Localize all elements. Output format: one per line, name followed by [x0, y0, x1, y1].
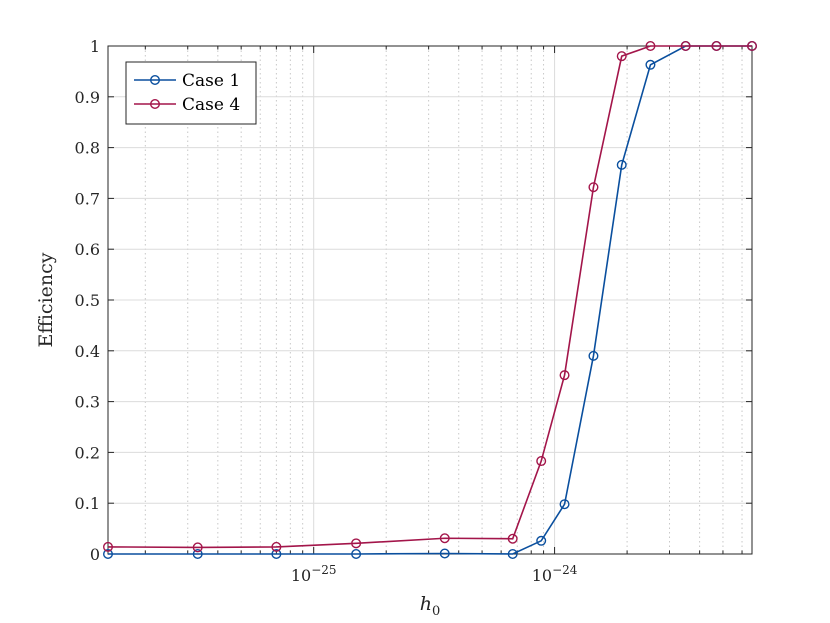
series-1-marker — [192, 549, 203, 560]
series-1-marker — [559, 499, 570, 510]
series-2-marker — [507, 533, 518, 544]
x-tick-label-exponent: −24 — [552, 563, 578, 577]
legend-box — [125, 61, 257, 125]
series-2-marker — [192, 542, 203, 553]
series-1-marker — [351, 549, 362, 560]
series-line-1 — [108, 45, 752, 555]
y-tick-label: 0.1 — [75, 494, 100, 513]
series-2-marker — [711, 41, 722, 52]
series-line-2 — [107, 45, 752, 549]
series-2-marker — [102, 541, 113, 552]
series-1-marker — [102, 549, 113, 560]
x-tick-label-base: 10 — [532, 566, 552, 585]
y-tick-label: 1 — [90, 37, 100, 56]
y-tick-label: 0.8 — [75, 139, 100, 158]
series-2-marker — [616, 51, 627, 62]
legend-marker — [149, 74, 160, 85]
series-1-marker — [645, 59, 656, 70]
x-tick-label-base: 10 — [291, 566, 311, 585]
y-tick-label: 0.3 — [75, 393, 100, 412]
y-tick-label: 0.2 — [75, 443, 100, 462]
x-axis-title-subscript: 0 — [432, 604, 440, 619]
x-tick-label: 10−24 — [532, 563, 578, 585]
series-1-marker — [507, 549, 518, 560]
grid — [108, 45, 752, 555]
y-tick-label: 0.5 — [75, 291, 100, 310]
x-tick-label-exponent: −25 — [311, 563, 336, 577]
legend-marker — [149, 98, 160, 109]
y-tick-label: 0 — [90, 545, 100, 564]
y-tick-label: 0.7 — [75, 189, 100, 208]
series-2-marker — [680, 41, 691, 52]
x-axis-title-main: h — [420, 593, 432, 615]
x-axis-title: h0 — [420, 593, 441, 619]
y-axis-title: Efficiency — [35, 252, 57, 347]
x-tick-label: 10−25 — [291, 563, 337, 585]
legend-label: Case 4 — [182, 95, 240, 115]
series-1-marker — [271, 549, 282, 560]
series-layer — [102, 41, 758, 560]
series-1-marker — [439, 548, 450, 559]
series-2-marker — [747, 41, 758, 52]
series-2-marker — [645, 41, 656, 52]
series-2-marker — [439, 533, 450, 544]
y-tick-label: 0.4 — [75, 342, 100, 361]
y-tick-label: 0.9 — [75, 88, 100, 107]
series-2-marker — [588, 182, 599, 193]
series-1-marker — [616, 159, 627, 170]
legend-label: Case 1 — [182, 71, 240, 91]
series-1-marker — [588, 350, 599, 361]
series-2-marker — [271, 541, 282, 552]
legend: Case 1 Case 4 — [125, 61, 257, 125]
series-2-marker — [559, 370, 570, 381]
series-2-marker — [536, 456, 547, 467]
series-2-marker — [351, 538, 362, 549]
series-1-marker — [536, 535, 547, 546]
y-tick-label: 0.6 — [75, 240, 100, 259]
